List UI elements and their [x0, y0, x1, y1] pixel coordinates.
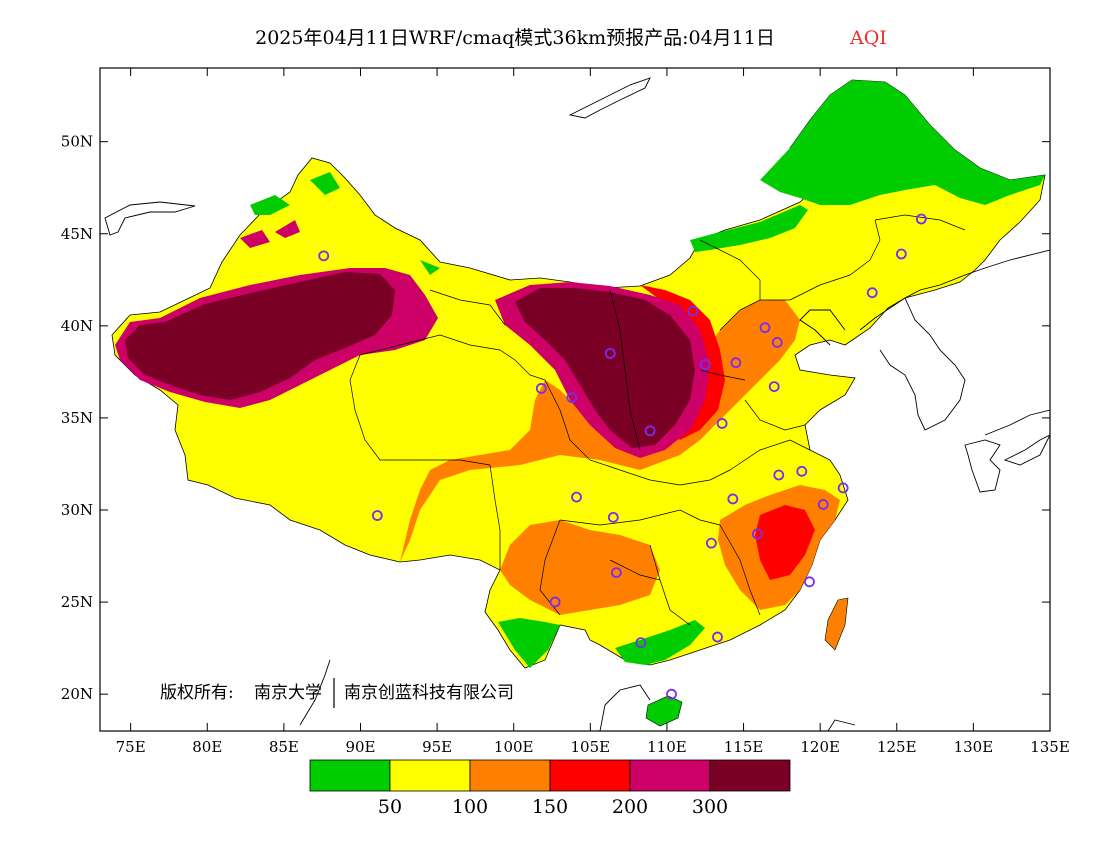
aqi-region-green-northeast	[760, 80, 1045, 205]
lat-tick-label: 35N	[61, 409, 93, 427]
map-frame	[99, 67, 1051, 732]
lon-tick-label: 120E	[800, 738, 840, 756]
lon-tick-label: 115E	[724, 738, 764, 756]
station-marker	[571, 491, 582, 503]
station-marker	[566, 392, 578, 404]
aqi-region-orange-south	[500, 520, 660, 615]
legend-swatch	[389, 759, 471, 792]
latitude-axis: 20N 25N 30N 35N 40N 45N 50N	[61, 133, 1050, 703]
station-marker	[759, 322, 771, 334]
station-marker	[549, 596, 561, 608]
copyright-org2: 南京创蓝科技有限公司	[344, 683, 514, 703]
aqi-region-red-east	[755, 505, 815, 580]
lon-tick-label: 95E	[422, 738, 452, 756]
lon-tick-label: 85E	[269, 738, 299, 756]
lon-tick-label: 130E	[954, 738, 994, 756]
legend-label: 300	[692, 796, 728, 818]
station-marker	[535, 383, 547, 394]
longitude-axis: 75E 80E 85E 90E 95E 100E 105E 110E 115E 120E 125E 1…	[116, 68, 1070, 756]
legend-label: 150	[532, 796, 568, 818]
lat-tick-label: 50N	[61, 133, 93, 151]
lat-tick-label: 40N	[61, 317, 93, 335]
station-marker	[699, 359, 711, 370]
lon-tick-label: 75E	[116, 738, 146, 756]
station-marker	[730, 357, 742, 369]
copyright-org1: 南京大学	[254, 683, 322, 703]
legend-swatch	[469, 759, 551, 792]
station-marker	[607, 511, 619, 523]
aqi-region-maroon-taklamakan	[125, 272, 395, 400]
aqi-region-orange-taiwan	[824, 597, 849, 651]
lat-tick-label: 25N	[61, 593, 93, 611]
lon-tick-label: 125E	[877, 738, 917, 756]
lon-tick-label: 100E	[494, 738, 534, 756]
station-marker	[716, 418, 728, 429]
lat-tick-label: 45N	[61, 225, 93, 243]
map-title: 2025年04月11日WRF/cmaq模式36km预报产品:04月11日	[255, 27, 775, 49]
station-marker	[610, 567, 622, 579]
station-marker	[727, 493, 739, 505]
aqi-region-green-south	[615, 620, 705, 665]
station-marker	[705, 537, 717, 549]
legend-label: 50	[378, 796, 402, 818]
station-marker	[866, 287, 878, 299]
variable-label: AQI	[849, 27, 887, 49]
aqi-region-green-neimenggu	[690, 205, 808, 252]
province-boundaries	[349, 214, 966, 626]
legend-swatch	[629, 759, 711, 792]
station-marker	[837, 482, 849, 494]
lat-tick-label: 20N	[61, 685, 93, 703]
station-marker	[796, 465, 808, 477]
neighbour-coastlines	[104, 77, 1050, 731]
legend-swatch	[309, 759, 391, 792]
aqi-color-legend: 50 100 150 200 300	[309, 759, 791, 818]
station-marker	[768, 381, 780, 393]
station-marker	[751, 528, 763, 540]
station-markers	[318, 213, 927, 700]
station-marker	[687, 305, 699, 317]
station-marker	[666, 688, 677, 700]
lon-tick-label: 80E	[192, 738, 222, 756]
station-marker	[895, 248, 907, 260]
station-marker	[371, 510, 383, 521]
station-marker	[635, 637, 647, 648]
station-marker	[804, 576, 815, 588]
aqi-region-maroon-ordos	[515, 288, 695, 448]
legend-label: 200	[612, 796, 648, 818]
aqi-region-magenta-xinjiang-spots	[240, 220, 300, 248]
copyright-prefix: 版权所有:	[160, 683, 234, 703]
legend-swatch	[709, 759, 791, 792]
aqi-region-green-yunnan	[498, 618, 560, 668]
station-marker	[644, 425, 656, 437]
map-layers	[104, 77, 1050, 731]
station-marker	[604, 348, 616, 359]
station-marker	[817, 499, 829, 510]
legend-label: 100	[452, 796, 488, 818]
lon-tick-label: 110E	[647, 738, 687, 756]
station-marker	[712, 631, 723, 643]
station-marker	[318, 250, 330, 262]
lon-tick-label: 105E	[571, 738, 611, 756]
station-marker	[771, 337, 783, 348]
lat-tick-label: 30N	[61, 501, 93, 519]
lon-tick-label: 135E	[1030, 738, 1070, 756]
legend-swatch	[549, 759, 631, 792]
station-marker	[773, 469, 785, 481]
station-marker	[915, 213, 927, 225]
lon-tick-label: 90E	[345, 738, 375, 756]
